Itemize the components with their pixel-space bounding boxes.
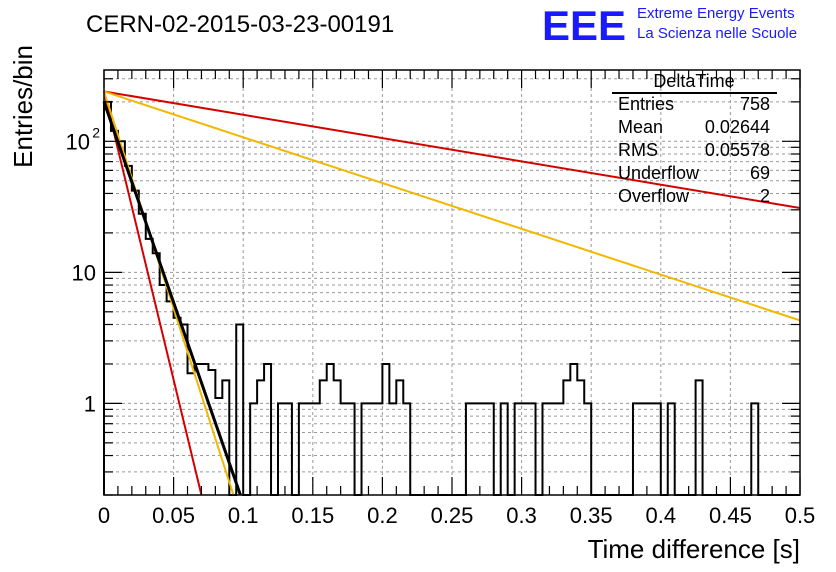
fit-line <box>103 91 203 496</box>
stats-value-underflow: 69 <box>750 163 770 183</box>
grid <box>104 70 800 496</box>
x-axis-label: Time difference [s] <box>588 534 800 564</box>
fit-line <box>103 91 235 496</box>
y-tick-label: 10 <box>66 129 90 154</box>
axes <box>103 69 801 496</box>
x-tick-labels: 0 0.05 0.1 0.15 0.2 0.25 0.3 0.35 0.4 0.45 0.5 <box>98 503 815 528</box>
stats-label-underflow: Underflow <box>618 163 700 183</box>
fit-lines <box>102 90 801 496</box>
x-tick-label: 0.35 <box>570 503 613 528</box>
stats-label-mean: Mean <box>618 117 663 137</box>
stats-value-rms: 0.05578 <box>705 140 770 160</box>
x-tick-label: 0.15 <box>291 503 334 528</box>
stats-box: DeltaTime Entries 758 Mean 0.02644 RMS 0… <box>612 71 777 206</box>
stats-label-rms: RMS <box>618 140 658 160</box>
x-tick-label: 0.5 <box>785 503 816 528</box>
stats-label-entries: Entries <box>618 94 674 114</box>
logo-line-2: La Scienza nelle Scuole <box>637 25 797 42</box>
histogram-steps <box>103 100 800 496</box>
fit-line <box>103 90 801 322</box>
stats-value-entries: 758 <box>740 94 770 114</box>
y-tick-exponent: 2 <box>92 124 100 140</box>
x-tick-label: 0.2 <box>367 503 398 528</box>
y-tick-label: 1 <box>84 391 96 416</box>
y-axis-label: Entries/bin <box>8 45 38 168</box>
stats-label-overflow: Overflow <box>618 186 690 206</box>
stats-value-overflow: 2 <box>760 186 770 206</box>
x-tick-label: 0 <box>98 503 110 528</box>
x-tick-label: 0.25 <box>431 503 474 528</box>
logo-mark: EEE <box>542 2 626 49</box>
y-tick-label: 10 <box>72 260 96 285</box>
chart-title: CERN-02-2015-03-23-00191 <box>86 11 394 38</box>
x-tick-label: 0.4 <box>646 503 677 528</box>
histogram <box>103 100 800 496</box>
fit-line <box>103 90 801 209</box>
x-tick-label: 0.1 <box>228 503 259 528</box>
logo-line-1: Extreme Energy Events <box>637 5 795 22</box>
x-tick-label: 0.3 <box>506 503 537 528</box>
x-tick-label: 0.45 <box>709 503 752 528</box>
x-tick-label: 0.05 <box>152 503 195 528</box>
stats-value-mean: 0.02644 <box>705 117 770 137</box>
fit-line <box>102 101 242 496</box>
stats-title: DeltaTime <box>653 71 734 91</box>
